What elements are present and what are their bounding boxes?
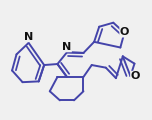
- Text: O: O: [120, 27, 129, 37]
- Text: O: O: [130, 71, 140, 81]
- Text: N: N: [62, 42, 72, 52]
- Text: N: N: [24, 32, 33, 42]
